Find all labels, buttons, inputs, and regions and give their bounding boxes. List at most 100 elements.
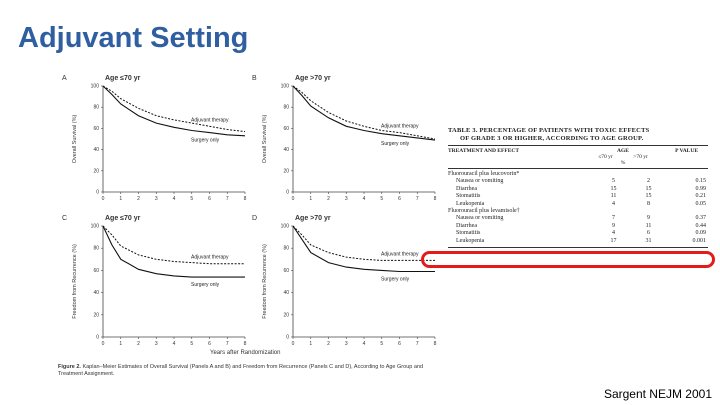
series-label: Adjuvant therapy	[381, 124, 419, 130]
y-tick-label: 100	[91, 224, 100, 230]
panel-letter: B	[252, 75, 257, 82]
row-young: 11	[610, 193, 617, 200]
row-old	[623, 208, 658, 215]
row-p: 0.05	[695, 200, 707, 207]
row-p	[658, 171, 698, 178]
y-tick-label: 0	[96, 190, 99, 196]
row-p: 0.15	[695, 178, 707, 185]
col-age: AGE	[617, 148, 629, 154]
x-tick-label: 5	[190, 196, 193, 202]
row-young: 9	[612, 222, 615, 229]
y-tick-label: 20	[283, 312, 289, 318]
figure-caption-lead: Figure 2.	[58, 364, 81, 370]
table-unit-row: %	[448, 160, 708, 166]
table-row: Stomatitis 4 6 0.09	[448, 230, 708, 237]
series-label: Adjuvant therapy	[191, 117, 229, 123]
y-tick-label: 20	[93, 168, 99, 174]
y-axis-label: Overall Survival (%)	[72, 115, 78, 164]
x-tick-label: 6	[208, 341, 211, 347]
col-treatment: TREATMENT AND EFFECT	[448, 148, 520, 154]
row-p: 0.99	[695, 185, 707, 192]
highlight-oval	[421, 251, 715, 268]
x-tick-label: 1	[309, 196, 312, 202]
row-label: Diarrhea	[456, 185, 477, 192]
x-tick-label: 6	[208, 196, 211, 202]
x-tick-label: 2	[137, 341, 140, 347]
y-tick-label: 0	[286, 190, 289, 196]
x-axis-label: Years after Randomization	[210, 350, 281, 356]
panel-letter: A	[62, 75, 67, 82]
row-old: 11	[645, 222, 652, 229]
x-tick-label: 0	[102, 341, 105, 347]
series-adjuvant-line	[102, 225, 245, 265]
x-tick-label: 8	[434, 341, 437, 347]
row-label: Nausea or vomiting	[456, 178, 504, 185]
series-adjuvant-line	[292, 85, 436, 140]
figure-caption-text: Kaplan–Meier Estimates of Overall Surviv…	[58, 364, 424, 377]
table-row: Stomatitis 11 15 0.21	[448, 193, 708, 200]
row-label: Stomatitis	[456, 230, 481, 237]
table-body: Fluorouracil plus leucovorin* Nausea or v…	[448, 171, 708, 245]
series-surgery-line	[102, 85, 246, 137]
km-panel-c: C Age ≤70 yr 100 80 60 40 20 0 0 1 2 3 4 5 6 7 8 Freedom …	[60, 212, 250, 357]
table-row: Diarrhea 15 15 0.99	[448, 186, 708, 193]
x-tick-label: 7	[226, 341, 229, 347]
km-chart-b: B Age >70 yr 100 80 60 40 20 00 1 2 3 4 5 6 7 8 Overall …	[252, 75, 437, 202]
y-tick-label: 60	[93, 268, 99, 274]
y-tick-label: 60	[283, 126, 289, 132]
row-label: Leukopenia	[456, 200, 485, 207]
panel-letter: D	[252, 215, 257, 222]
row-young: 4	[612, 230, 615, 237]
table-header: TREATMENT AND EFFECT AGE P VALUE	[448, 148, 708, 154]
x-tick-label: 6	[398, 196, 401, 202]
x-tick-label: 3	[155, 341, 158, 347]
x-tick-label: 8	[244, 196, 247, 202]
row-old: 9	[647, 215, 650, 222]
col-old: >70 yr	[633, 154, 648, 160]
x-tick-label: 7	[416, 196, 419, 202]
panel-title: Age >70 yr	[295, 75, 331, 82]
series-label: Surgery only	[191, 282, 220, 288]
row-young	[588, 208, 623, 215]
x-tick-label: 4	[363, 196, 366, 202]
row-old: 15	[645, 193, 652, 200]
figure-caption: Figure 2. Kaplan–Meier Estimates of Over…	[58, 364, 428, 378]
x-tick-label: 3	[155, 196, 158, 202]
x-tick-label: 4	[363, 341, 366, 347]
y-tick-label: 80	[283, 105, 289, 111]
row-old: 8	[647, 200, 650, 207]
y-tick-label: 100	[281, 84, 290, 90]
row-old	[623, 171, 658, 178]
y-tick-label: 100	[281, 224, 290, 230]
x-tick-label: 7	[416, 341, 419, 347]
x-tick-label: 1	[119, 196, 122, 202]
row-young	[588, 171, 623, 178]
y-tick-label: 40	[283, 290, 289, 296]
x-tick-label: 2	[327, 341, 330, 347]
y-axis-label: Overall Survival (%)	[262, 115, 268, 164]
km-panel-d: D Age >70 yr 100 80 60 40 20 0 0 1 2 3 4 5 6 7 8 Freedom …	[210, 212, 440, 357]
table-group-row: Fluorouracil plus levamisole†	[448, 208, 708, 215]
col-p: P VALUE	[675, 148, 698, 154]
panel-title: Age >70 yr	[295, 215, 331, 222]
row-young: 4	[612, 200, 615, 207]
y-tick-label: 80	[93, 246, 99, 252]
km-chart-c: C Age ≤70 yr 100 80 60 40 20 00 1 2 3 4 5 6 7 8 Freedom …	[62, 215, 247, 347]
km-panel-b: B Age >70 yr 100 80 60 40 20 0 0 1 2 3 4 5 6 7 8 Overall …	[250, 72, 440, 212]
series-label: Adjuvant therapy	[191, 255, 229, 261]
row-label: Nausea or vomiting	[456, 215, 504, 222]
x-tick-label: 6	[398, 341, 401, 347]
series-label: Surgery only	[381, 141, 410, 147]
row-young: 7	[612, 215, 615, 222]
row-label: Stomatitis	[456, 193, 481, 200]
y-tick-label: 40	[93, 147, 99, 153]
y-tick-label: 100	[91, 84, 100, 90]
series-label: Adjuvant therapy	[381, 251, 419, 257]
y-tick-label: 40	[283, 147, 289, 153]
row-p: 0.001	[692, 237, 707, 244]
y-tick-label: 20	[93, 312, 99, 318]
table-title-2: OF GRADE 3 OR HIGHER, ACCORDING TO AGE G…	[460, 135, 644, 142]
panel-title: Age ≤70 yr	[105, 75, 141, 82]
table-bottom-rule	[448, 246, 708, 248]
y-tick-label: 20	[283, 168, 289, 174]
